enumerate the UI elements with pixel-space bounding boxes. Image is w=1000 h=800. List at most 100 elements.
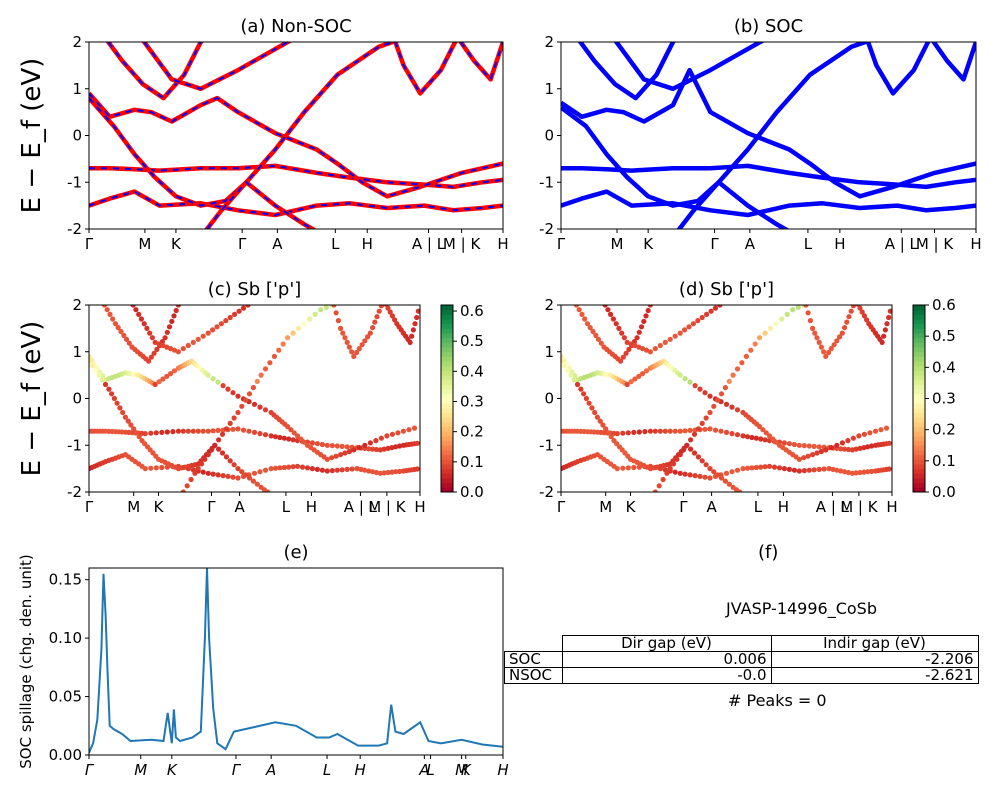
- projection-point: [184, 483, 190, 489]
- projection-point: [401, 279, 406, 284]
- colorbar-segment: [913, 333, 925, 339]
- projection-point: [195, 466, 201, 472]
- x-tick-label: M: [611, 235, 624, 253]
- projection-point: [287, 270, 292, 275]
- projection-point: [344, 466, 350, 472]
- projection-point: [816, 466, 822, 472]
- projection-point: [262, 432, 269, 438]
- projection-point: [346, 344, 352, 350]
- projection-point: [275, 496, 280, 501]
- x-tick-label: K: [643, 235, 654, 253]
- x-tick-label: Γ: [85, 498, 94, 516]
- projection-point: [734, 467, 741, 473]
- projection-point: [723, 401, 730, 407]
- projection-point: [845, 287, 850, 292]
- projection-point: [834, 290, 839, 295]
- projection-point: [314, 441, 320, 447]
- projection-point: [790, 307, 796, 313]
- projection-point: [848, 308, 854, 314]
- projection-point: [584, 321, 591, 327]
- y-tick-label: 0: [544, 390, 554, 408]
- projection-point: [842, 446, 848, 452]
- projection-point: [734, 366, 741, 372]
- projection-point: [579, 311, 585, 317]
- projection-point: [162, 335, 168, 341]
- projection-point: [857, 469, 863, 476]
- projection-point: [110, 316, 116, 322]
- projection-point: [801, 443, 807, 449]
- projection-point: [324, 442, 330, 448]
- projection-point: [171, 368, 178, 374]
- projection-point: [708, 308, 714, 314]
- colorbar-segment: [913, 375, 925, 381]
- projection-point: [757, 335, 763, 341]
- projection-point: [373, 438, 379, 444]
- projection-point: [594, 414, 601, 420]
- projection-point: [807, 318, 814, 324]
- projection-point: [340, 330, 346, 336]
- projection-point: [734, 432, 741, 438]
- projection-point: [151, 350, 157, 356]
- projection-point: [643, 368, 650, 374]
- projection-point: [406, 278, 411, 283]
- projection-point: [299, 464, 306, 470]
- projection-point: [384, 433, 390, 439]
- colorbar-segment: [913, 412, 925, 418]
- projection-point: [148, 465, 154, 471]
- projection-point: [168, 371, 174, 377]
- projection-point: [756, 271, 761, 276]
- projection-point: [346, 295, 351, 300]
- projection-point: [687, 472, 693, 478]
- projection-point: [235, 426, 241, 432]
- x-tick-label: K: [167, 761, 178, 779]
- projection-point: [729, 431, 735, 437]
- projection-point: [744, 494, 749, 499]
- projection-point: [376, 308, 382, 314]
- projection-point: [112, 321, 119, 327]
- colorbar-segment: [441, 407, 453, 414]
- projection-point: [634, 335, 640, 341]
- projection-point: [366, 468, 372, 474]
- x-tick-label: Γ: [207, 498, 216, 516]
- projection-point: [319, 441, 325, 448]
- projection-point: [711, 469, 717, 475]
- projection-point: [349, 466, 355, 472]
- projection-point: [636, 429, 642, 435]
- projection-point: [699, 420, 705, 426]
- projection-point: [131, 426, 137, 432]
- projection-point: [220, 383, 226, 389]
- projection-point: [647, 428, 654, 434]
- projection-point: [327, 287, 332, 292]
- projection-point: [707, 466, 713, 472]
- projection-point: [715, 472, 721, 478]
- projection-point: [767, 507, 772, 512]
- projection-point: [400, 428, 406, 434]
- projection-point: [232, 311, 238, 317]
- projection-point: [631, 429, 637, 435]
- projection-point: [389, 469, 395, 475]
- colorbar-segment: [913, 323, 925, 329]
- projection-point: [592, 409, 598, 416]
- projection-point: [128, 298, 133, 303]
- projection-point: [803, 305, 809, 308]
- projection-point: [749, 434, 755, 441]
- projection-point: [624, 381, 630, 388]
- projection-point: [210, 471, 216, 477]
- projection-point: [587, 325, 593, 331]
- projection-point: [216, 437, 222, 443]
- projection-point: [677, 452, 683, 458]
- projection-point: [323, 305, 329, 310]
- colorbar-segment: [441, 435, 453, 442]
- projection-point: [280, 341, 286, 347]
- projection-point: [301, 439, 307, 445]
- projection-point: [677, 470, 683, 476]
- projection-point: [370, 325, 376, 331]
- projection-point: [722, 299, 727, 304]
- projection-point: [638, 324, 645, 330]
- x-tick-label: A | L: [885, 235, 919, 253]
- projection-point: [329, 468, 335, 474]
- colorbar-segment: [913, 342, 925, 348]
- projection-point: [164, 329, 170, 335]
- colorbar-segment: [441, 417, 453, 423]
- x-tick-label: L: [282, 498, 291, 516]
